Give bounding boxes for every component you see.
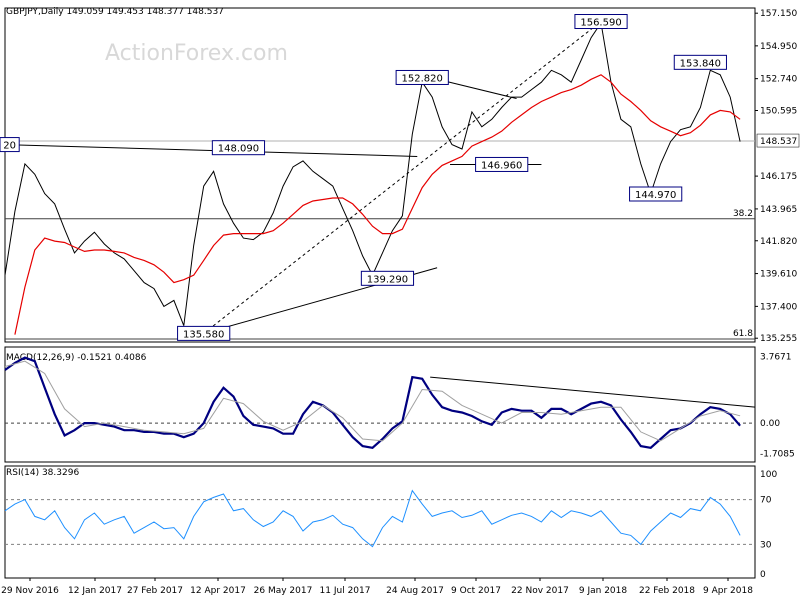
- price-y-tick: 154.950: [760, 42, 797, 52]
- macd-trendline: [430, 376, 756, 408]
- price-label-box: [177, 325, 231, 341]
- price-panel-header: GBPJPY,Daily 149.059 149.453 148.377 148…: [6, 7, 224, 17]
- price-trendline: [4, 144, 418, 157]
- price-y-tick: 135.255: [760, 334, 797, 344]
- price-y-tick: 148.537: [760, 137, 797, 147]
- price-label-box: [0, 137, 20, 153]
- price-label: 139.290: [367, 274, 408, 285]
- x-tick-label: 27 Feb 2017: [127, 586, 183, 596]
- price-label: 148.090: [218, 144, 259, 155]
- price-trendline: [203, 21, 602, 334]
- rsi-y-tick: 70: [760, 496, 772, 506]
- fib-level-label: 38.2: [733, 209, 753, 219]
- x-tick-label: 26 May 2017: [254, 586, 313, 596]
- macd-y-tick: 3.7671: [760, 352, 792, 362]
- price-label-box: [629, 186, 683, 202]
- macd-panel-header: MACD(12,26,9) -0.1521 0.4086: [6, 353, 147, 363]
- macd-line: [4, 356, 741, 449]
- annotation-labels: 156.590 153.840 152.820 148.090 146.960 144.9…: [0, 14, 753, 341]
- macd-y-tick: 0.00: [760, 419, 780, 429]
- moving_average-line: [14, 74, 741, 335]
- x-tick-label: 29 Nov 2016: [1, 586, 59, 596]
- price-y-tick: 143.965: [760, 205, 797, 215]
- x-tick-label: 22 Nov 2017: [511, 586, 569, 596]
- rsi-panel-header: RSI(14) 38.3296: [6, 468, 79, 478]
- macd-y-tick: -1.7085: [760, 449, 795, 459]
- price-label-box: [360, 270, 415, 286]
- price-y-tick: 139.610: [760, 270, 797, 280]
- price-label-box: [673, 54, 727, 70]
- rsi-line: [4, 489, 741, 548]
- series-lines: [4, 21, 741, 548]
- x-tick-label: 24 Aug 2017: [386, 586, 444, 596]
- price-label: 153.840: [680, 58, 721, 69]
- x-tick-label: 12 Jan 2017: [68, 586, 122, 596]
- price-y-tick: 152.740: [760, 75, 797, 85]
- price-y-tick: 146.175: [760, 172, 797, 182]
- signal-line: [4, 360, 741, 442]
- price-label: 144.970: [635, 190, 676, 201]
- price-label: 135.580: [183, 329, 224, 340]
- rsi-y-tick: 30: [760, 540, 772, 550]
- rsi-panel-frame: [4, 465, 756, 579]
- price-label-box: [475, 156, 529, 172]
- fib-level-label: 61.8: [733, 329, 753, 339]
- price-label: 146.960: [481, 160, 522, 171]
- trendlines: [4, 21, 756, 408]
- macd-panel-frame: [4, 346, 756, 463]
- price-label: 152.820: [402, 73, 443, 84]
- x-tick-label: 22 Feb 2018: [639, 586, 695, 596]
- x-tick-label: 11 Jul 2017: [320, 586, 371, 596]
- x-tick-label: 9 Oct 2017: [451, 586, 501, 596]
- current-price-box: [756, 133, 800, 148]
- price-label-box: [574, 14, 628, 30]
- price-y-tick: 157.150: [760, 9, 797, 19]
- price-y-tick: 141.820: [760, 237, 797, 247]
- panel-frames: [4, 7, 756, 579]
- x-tick-label: 9 Jan 2018: [579, 586, 627, 596]
- rsi-y-tick: 100: [760, 470, 777, 480]
- price-y-tick: 137.400: [760, 302, 797, 312]
- reference-lines: [5, 140, 755, 545]
- price-y-tick: 150.595: [760, 107, 797, 117]
- price-label: 156.590: [580, 18, 621, 29]
- axis-labels: 157.150 154.950 152.740 150.595 148.537 146.1…: [1, 9, 800, 596]
- x-tick-label: 9 Apr 2018: [703, 586, 753, 596]
- rsi-y-tick: 0: [760, 570, 766, 580]
- price-label-box: [211, 140, 266, 156]
- watermark: ActionForex.com: [105, 41, 288, 66]
- x-tick-label: 12 Apr 2017: [190, 586, 246, 596]
- price-label: 20: [3, 141, 16, 152]
- price-label-box: [395, 69, 449, 85]
- price-panel-frame: [4, 7, 756, 343]
